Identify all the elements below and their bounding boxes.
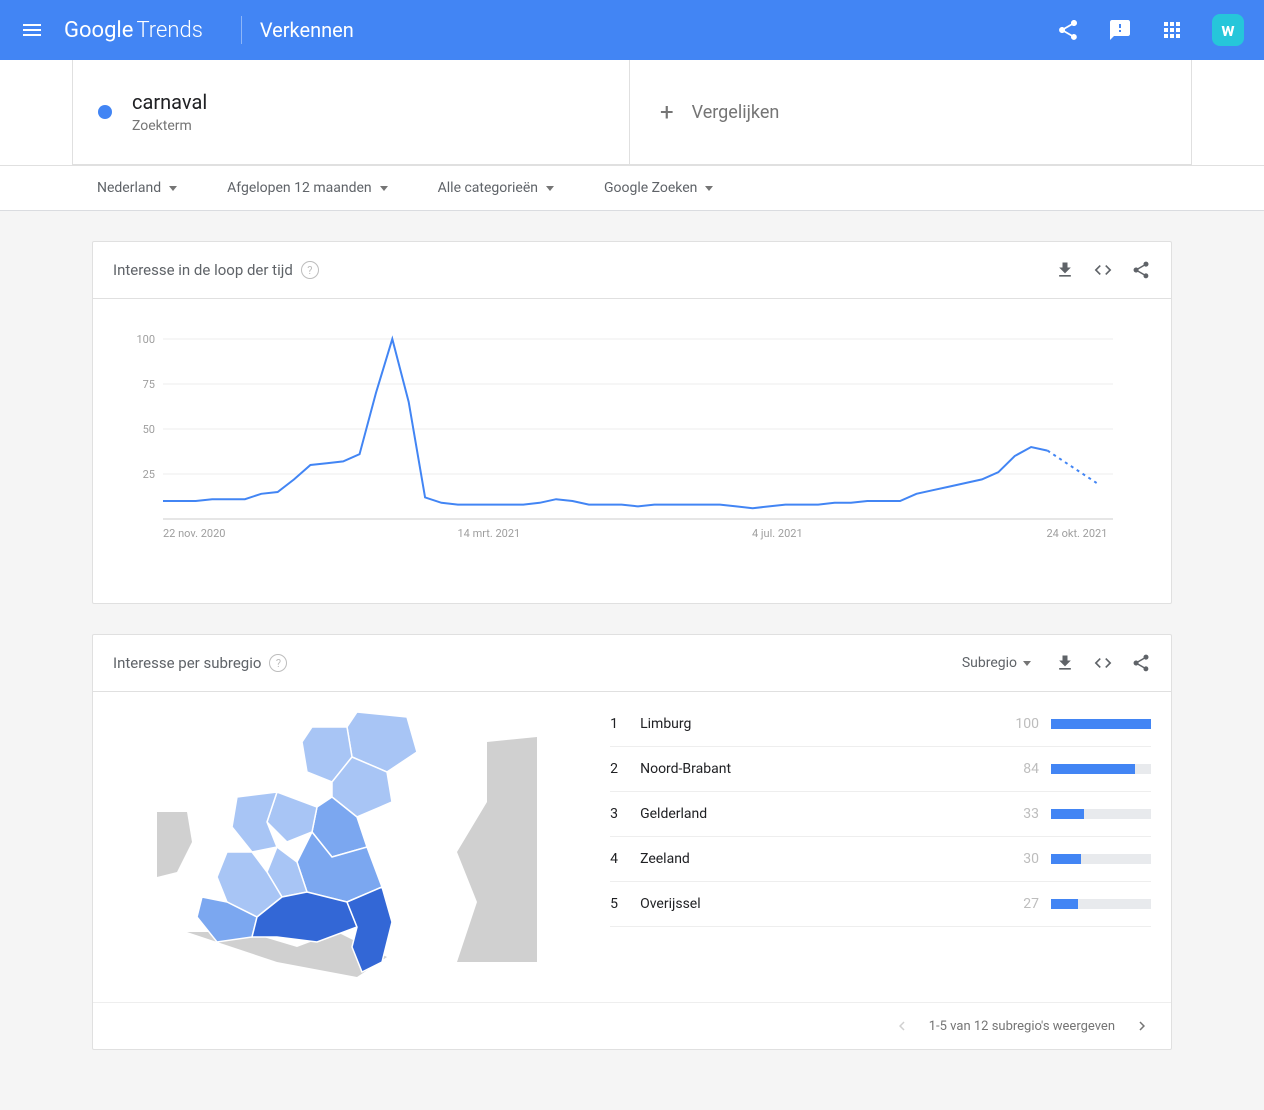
filter-category-label: Alle categorieën [438, 180, 538, 196]
region-bar [1051, 719, 1151, 729]
region-name: Noord-Brabant [640, 761, 999, 777]
download-icon[interactable] [1055, 260, 1075, 280]
region-value: 84 [999, 761, 1039, 777]
regions-list: 1Limburg1002Noord-Brabant843Gelderland33… [610, 702, 1151, 982]
region-row[interactable]: 1Limburg100 [610, 702, 1151, 747]
filter-timerange[interactable]: Afgelopen 12 maanden [227, 180, 388, 196]
share-icon[interactable] [1131, 260, 1151, 280]
share-icon[interactable] [1131, 653, 1151, 673]
region-name: Gelderland [640, 806, 999, 822]
region-rank: 5 [610, 896, 640, 912]
netherlands-map[interactable] [157, 702, 537, 982]
region-breakdown-label: Subregio [962, 655, 1017, 671]
embed-code-icon[interactable] [1093, 260, 1113, 280]
logo-text-trends: Trends [136, 18, 202, 43]
filter-searchtype[interactable]: Google Zoeken [604, 180, 713, 196]
chevron-down-icon [546, 186, 554, 191]
header-divider [241, 16, 242, 44]
interest-by-region-card: Interesse per subregio ? Subregio 1Limbu… [92, 634, 1172, 1050]
download-icon[interactable] [1055, 653, 1075, 673]
embed-code-icon[interactable] [1093, 653, 1113, 673]
region-bar [1051, 899, 1151, 909]
svg-text:25: 25 [143, 468, 155, 481]
pagination-text: 1-5 van 12 subregio's weergeven [929, 1019, 1115, 1034]
chevron-down-icon [380, 186, 388, 191]
filters-bar: Nederland Afgelopen 12 maanden Alle cate… [0, 166, 1264, 211]
compare-label: Vergelijken [692, 102, 780, 123]
plus-icon: + [660, 98, 674, 126]
svg-text:14 mrt. 2021: 14 mrt. 2021 [458, 527, 521, 540]
region-name: Zeeland [640, 851, 999, 867]
region-bar [1051, 764, 1151, 774]
help-icon[interactable]: ? [269, 654, 287, 672]
search-type-label: Zoekterm [132, 118, 207, 134]
region-bar [1051, 809, 1151, 819]
region-rank: 1 [610, 716, 640, 732]
region-bar [1051, 854, 1151, 864]
feedback-icon[interactable] [1108, 18, 1132, 42]
region-value: 100 [999, 716, 1039, 732]
compare-button[interactable]: + Vergelijken [630, 60, 1192, 165]
timechart-title: Interesse in de loop der tijd [113, 261, 293, 279]
content-area: Interesse in de loop der tijd ? 25507510… [72, 241, 1192, 1050]
chevron-down-icon [169, 186, 177, 191]
region-row[interactable]: 2Noord-Brabant84 [610, 747, 1151, 792]
term-color-dot [98, 105, 112, 119]
header-actions: w [1056, 14, 1244, 46]
regions-pagination: 1-5 van 12 subregio's weergeven [93, 1002, 1171, 1049]
extension-badge[interactable]: w [1212, 14, 1244, 46]
help-icon[interactable]: ? [301, 261, 319, 279]
search-container: carnaval Zoekterm + Vergelijken [0, 60, 1264, 166]
search-term-text: carnaval [132, 90, 207, 114]
svg-text:100: 100 [136, 333, 155, 346]
region-value: 33 [999, 806, 1039, 822]
svg-text:75: 75 [143, 378, 155, 391]
chevron-down-icon [705, 186, 713, 191]
region-row[interactable]: 4Zeeland30 [610, 837, 1151, 882]
page-title: Verkennen [260, 18, 354, 42]
region-value: 30 [999, 851, 1039, 867]
filter-country[interactable]: Nederland [97, 180, 177, 196]
regions-title: Interesse per subregio [113, 654, 261, 672]
share-icon[interactable] [1056, 18, 1080, 42]
region-row[interactable]: 3Gelderland33 [610, 792, 1151, 837]
filter-timerange-label: Afgelopen 12 maanden [227, 180, 372, 196]
interest-over-time-card: Interesse in de loop der tijd ? 25 50 75 10… [92, 241, 1172, 604]
region-breakdown-selector[interactable]: Subregio [962, 655, 1031, 671]
logo-text-google: Google [64, 18, 133, 43]
google-trends-logo[interactable]: Google Trends [64, 18, 203, 43]
region-name: Overijssel [640, 896, 999, 912]
chevron-down-icon [1023, 661, 1031, 666]
region-rank: 3 [610, 806, 640, 822]
region-row[interactable]: 5Overijssel27 [610, 882, 1151, 927]
region-rank: 2 [610, 761, 640, 777]
apps-grid-icon[interactable] [1160, 18, 1184, 42]
filter-country-label: Nederland [97, 180, 161, 196]
svg-text:22 nov. 2020: 22 nov. 2020 [163, 527, 225, 540]
svg-text:50: 50 [143, 423, 155, 436]
search-term-box[interactable]: carnaval Zoekterm [72, 60, 630, 165]
app-header: Google Trends Verkennen w [0, 0, 1264, 60]
svg-text:24 okt. 2021: 24 okt. 2021 [1047, 527, 1108, 540]
region-name: Limburg [640, 716, 999, 732]
next-page-icon[interactable] [1133, 1017, 1151, 1035]
prev-page-icon[interactable] [893, 1017, 911, 1035]
filter-searchtype-label: Google Zoeken [604, 180, 697, 196]
filter-category[interactable]: Alle categorieën [438, 180, 554, 196]
svg-text:4 jul. 2021: 4 jul. 2021 [752, 527, 803, 540]
interest-timechart: 25 50 75 100 22 nov. 2020 14 mrt. 2021 4 jul. … [123, 329, 1123, 549]
region-rank: 4 [610, 851, 640, 867]
region-value: 27 [999, 896, 1039, 912]
hamburger-menu-icon[interactable] [20, 18, 44, 42]
